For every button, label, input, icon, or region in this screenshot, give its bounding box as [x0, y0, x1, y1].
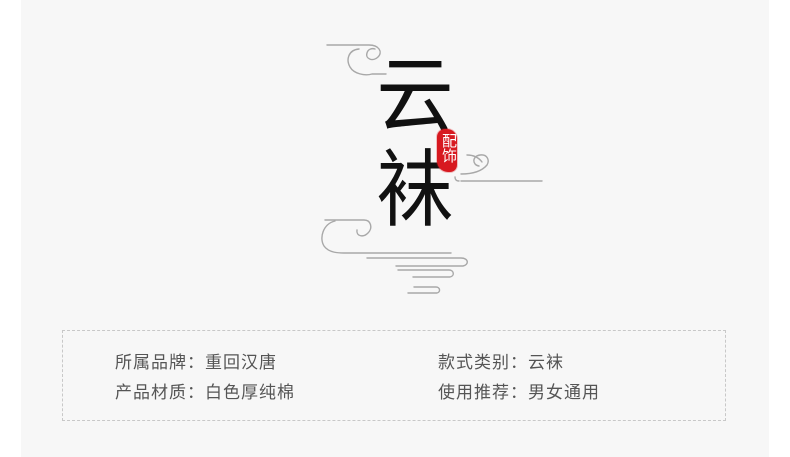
cloud-line-right-small	[454, 154, 483, 182]
cloud-line-top-left-curl	[347, 48, 387, 76]
cloud-line-right-middle	[460, 154, 543, 182]
red-seal-stamp: 配饰	[437, 129, 458, 172]
cloud-line-bottom-left-1	[324, 219, 372, 237]
cloud-line-top-left	[326, 44, 381, 61]
cloud-line-bottom-center-1	[366, 257, 468, 267]
cloud-line-bottom-center-2	[397, 269, 454, 278]
recommendation-info: 使用推荐：男女通用	[438, 383, 600, 403]
product-banner: 云 袜 配饰 所属品牌：重回汉唐 款式类别：云袜 产品材质：白色厚纯棉 使用推荐…	[21, 0, 769, 457]
product-info-box: 所属品牌：重回汉唐 款式类别：云袜 产品材质：白色厚纯棉 使用推荐：男女通用	[62, 330, 726, 421]
seal-text: 配饰	[440, 133, 458, 163]
title-character-cloud: 云	[376, 47, 454, 145]
material-info: 产品材质：白色厚纯棉	[115, 383, 295, 403]
cloud-line-bottom-center-3	[407, 286, 441, 294]
cloud-decoration-lines	[321, 44, 543, 294]
cloud-line-bottom-left-2	[321, 220, 452, 254]
brand-info: 所属品牌：重回汉唐	[115, 353, 277, 373]
category-info: 款式类别：云袜	[438, 353, 564, 373]
